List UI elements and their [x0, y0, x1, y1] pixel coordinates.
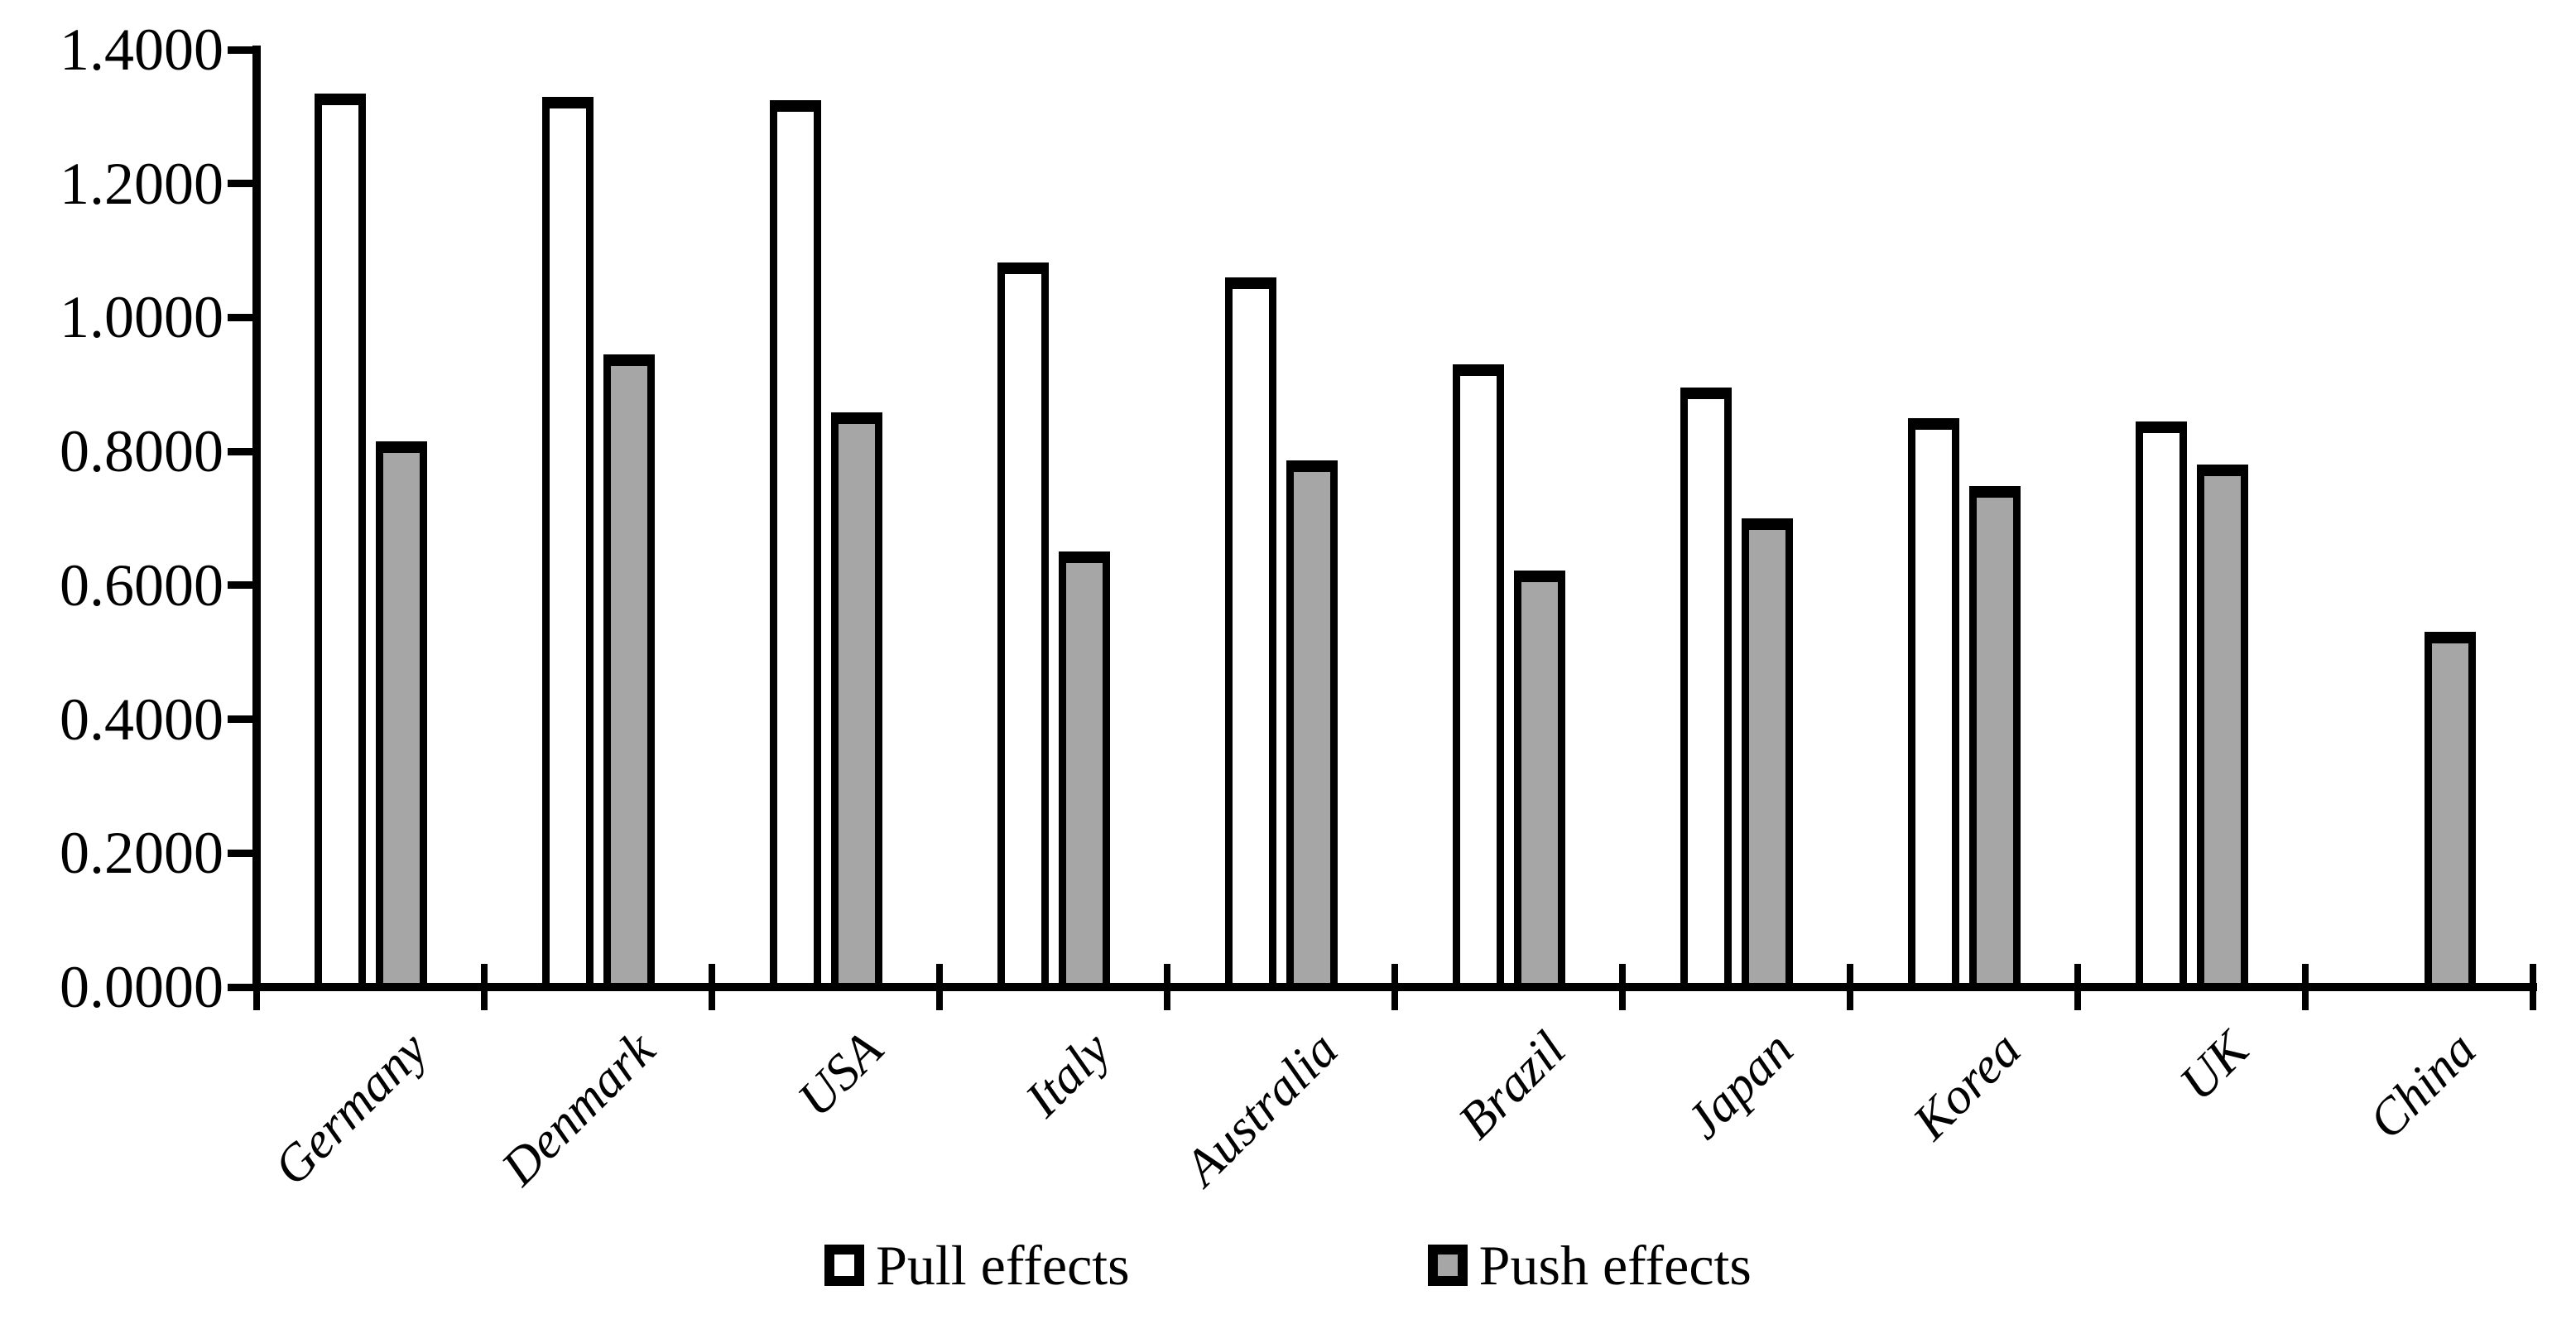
- bar-pull-effects-australia: [1224, 277, 1276, 990]
- y-tick-label: 1.4000: [60, 17, 223, 83]
- bar-push-effects-uk: [2196, 464, 2248, 990]
- y-tick-mark: [228, 447, 252, 455]
- x-tick-mark: [1847, 964, 1853, 1010]
- y-tick-label: 0.4000: [60, 686, 223, 753]
- bar-pull-effects-germany: [314, 93, 366, 990]
- legend-label-push-effects: Push effects: [1478, 1234, 1752, 1297]
- y-tick-mark: [228, 715, 252, 724]
- x-tick-mark: [2302, 964, 2309, 1010]
- bar-pull-effects-italy: [997, 262, 1049, 990]
- y-axis-line: [252, 46, 261, 991]
- bar-pull-effects-uk: [2135, 421, 2187, 990]
- y-tick-mark: [228, 46, 252, 54]
- bar-push-effects-korea: [1968, 486, 2021, 990]
- x-tick-mark: [936, 964, 943, 1010]
- x-tick-mark: [2074, 964, 2081, 1010]
- x-tick-mark: [481, 964, 488, 1010]
- y-tick-mark: [228, 581, 252, 590]
- legend-item-push-effects: Push effects: [1427, 1234, 1752, 1297]
- y-tick-label: 0.6000: [60, 551, 223, 619]
- bar-pull-effects-usa: [769, 99, 821, 990]
- x-tick-mark: [1391, 964, 1398, 1010]
- x-tick-mark: [2530, 964, 2536, 1010]
- y-tick-mark: [228, 849, 252, 857]
- bar-pull-effects-denmark: [541, 96, 594, 990]
- legend-label-pull-effects: Pull effects: [876, 1234, 1130, 1297]
- bar-push-effects-china: [2424, 632, 2476, 990]
- x-tick-mark: [253, 964, 260, 1010]
- bar-push-effects-germany: [375, 441, 427, 990]
- bar-push-effects-brazil: [1513, 571, 1565, 990]
- y-tick-label: 1.2000: [60, 150, 223, 217]
- legend-swatch-push-effects: [1427, 1245, 1468, 1286]
- y-tick-label: 0.2000: [60, 820, 223, 887]
- y-tick-label: 1.0000: [60, 284, 223, 351]
- bar-pull-effects-japan: [1680, 387, 1732, 990]
- y-tick-label: 0.0000: [60, 954, 223, 1020]
- legend-item-pull-effects: Pull effects: [824, 1235, 1130, 1295]
- bar-push-effects-australia: [1286, 460, 1338, 990]
- bar-push-effects-japan: [1741, 518, 1793, 990]
- y-tick-mark: [228, 180, 252, 188]
- y-tick-mark: [228, 983, 252, 991]
- x-tick-mark: [1619, 964, 1626, 1010]
- bar-push-effects-denmark: [603, 354, 655, 990]
- bar-push-effects-usa: [830, 412, 882, 990]
- legend-swatch-pull-effects: [824, 1245, 865, 1286]
- bar-pull-effects-brazil: [1452, 364, 1504, 990]
- legend: Pull effects Push effects: [0, 1235, 2576, 1295]
- x-tick-mark: [1164, 964, 1170, 1010]
- y-tick-label: 0.8000: [60, 418, 223, 485]
- y-tick-mark: [228, 313, 252, 321]
- bar-pull-effects-korea: [1907, 417, 1959, 990]
- x-tick-mark: [709, 964, 715, 1010]
- bar-push-effects-italy: [1058, 551, 1110, 990]
